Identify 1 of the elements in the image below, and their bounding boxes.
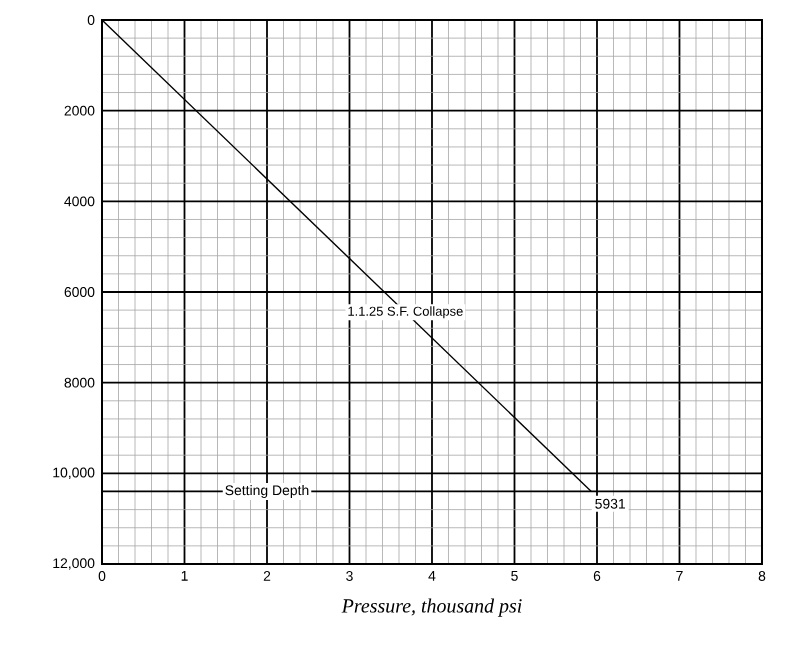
- x-axis-title: Pressure, thousand psi: [341, 598, 522, 617]
